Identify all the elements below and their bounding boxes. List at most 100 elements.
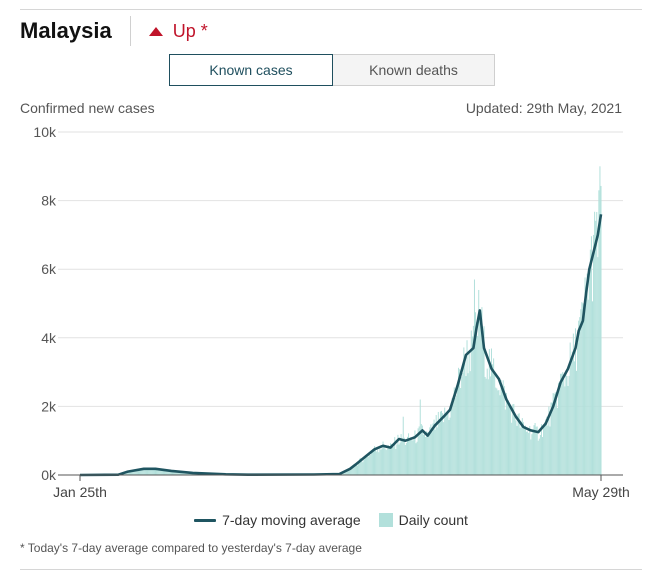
- daily-bar: [431, 432, 433, 475]
- daily-bar: [510, 405, 512, 475]
- daily-bar: [166, 471, 168, 475]
- daily-bar: [408, 433, 410, 475]
- daily-bar: [533, 425, 535, 475]
- daily-bar: [165, 470, 167, 475]
- daily-bar: [180, 471, 182, 475]
- daily-bar: [484, 376, 486, 475]
- daily-bar: [566, 375, 568, 475]
- bottom-divider: [20, 569, 642, 570]
- daily-bar: [530, 439, 532, 475]
- daily-bar: [150, 469, 152, 475]
- daily-bar: [513, 403, 515, 475]
- daily-bar: [554, 392, 556, 475]
- daily-bar: [178, 471, 180, 475]
- daily-bar: [545, 419, 547, 475]
- daily-bar: [184, 472, 186, 475]
- daily-bar: [445, 416, 447, 475]
- daily-bar: [573, 361, 575, 475]
- daily-bar: [594, 211, 596, 475]
- daily-bar: [481, 307, 483, 475]
- daily-bar: [527, 431, 529, 475]
- daily-bar: [423, 431, 425, 475]
- tab-known-deaths[interactable]: Known deaths: [333, 54, 495, 86]
- legend-label-moving-average: 7-day moving average: [222, 512, 361, 528]
- daily-bar: [454, 397, 456, 475]
- daily-bar: [363, 459, 365, 475]
- daily-bar: [377, 449, 379, 475]
- daily-bar: [145, 468, 147, 475]
- daily-bar: [522, 422, 524, 475]
- daily-bar: [475, 312, 477, 475]
- daily-bar: [398, 444, 400, 475]
- daily-bar: [397, 434, 399, 475]
- daily-bar: [562, 372, 564, 475]
- y-tick-label: 0k: [41, 467, 57, 483]
- daily-bar: [593, 234, 595, 475]
- daily-bar: [348, 470, 350, 475]
- daily-bar: [132, 471, 134, 475]
- daily-bar: [360, 457, 362, 475]
- daily-bar: [371, 451, 373, 475]
- daily-bar: [599, 166, 601, 476]
- daily-bar: [141, 469, 143, 475]
- y-tick-label: 6k: [41, 261, 57, 277]
- daily-bar: [517, 414, 519, 475]
- daily-bar: [153, 469, 155, 475]
- daily-bar: [169, 471, 171, 475]
- daily-bar: [571, 351, 573, 475]
- daily-bar: [134, 469, 136, 475]
- daily-bar: [344, 471, 346, 475]
- daily-bar: [183, 472, 185, 475]
- daily-bar: [362, 462, 364, 475]
- daily-bar: [552, 393, 554, 475]
- daily-bar: [520, 421, 522, 475]
- daily-bar: [461, 376, 463, 475]
- daily-bar: [412, 440, 414, 475]
- daily-bar: [479, 318, 481, 475]
- daily-bar: [133, 471, 135, 475]
- daily-bar: [391, 444, 393, 475]
- daily-bar: [148, 469, 150, 475]
- daily-bar: [588, 271, 590, 475]
- daily-bar: [383, 445, 385, 475]
- daily-bar: [350, 466, 352, 475]
- daily-bar: [493, 358, 495, 475]
- y-tick-label: 8k: [41, 193, 57, 209]
- daily-bar: [144, 469, 146, 475]
- daily-bar: [361, 459, 363, 475]
- daily-bar: [375, 449, 377, 475]
- daily-bar: [528, 433, 530, 475]
- daily-bar: [372, 450, 374, 475]
- daily-bar: [516, 425, 518, 475]
- daily-bar: [433, 419, 435, 475]
- daily-bar: [164, 469, 166, 475]
- daily-bar: [128, 471, 130, 475]
- daily-bar: [542, 437, 544, 475]
- daily-bar: [428, 431, 430, 475]
- daily-bar: [580, 309, 582, 475]
- daily-bar: [367, 456, 369, 475]
- daily-bar: [550, 402, 552, 475]
- daily-bar: [523, 427, 525, 475]
- tab-known-cases[interactable]: Known cases: [169, 54, 333, 86]
- daily-bar: [140, 470, 142, 475]
- daily-bar: [470, 330, 472, 475]
- daily-bar: [158, 470, 160, 475]
- daily-bar: [503, 386, 505, 475]
- daily-bar: [176, 471, 178, 475]
- daily-bar: [394, 437, 396, 475]
- daily-bar: [381, 448, 383, 475]
- daily-bar: [600, 185, 602, 475]
- daily-bar: [187, 472, 189, 475]
- daily-bar: [401, 440, 403, 475]
- daily-bar: [436, 427, 438, 475]
- daily-bar: [579, 317, 581, 475]
- daily-bar: [388, 447, 390, 475]
- daily-bar: [403, 437, 405, 475]
- daily-bar: [532, 429, 534, 475]
- daily-bar: [494, 372, 496, 475]
- daily-bar: [131, 471, 133, 475]
- daily-bar: [539, 435, 541, 475]
- daily-bar: [422, 434, 424, 475]
- bar-swatch-icon: [378, 513, 393, 527]
